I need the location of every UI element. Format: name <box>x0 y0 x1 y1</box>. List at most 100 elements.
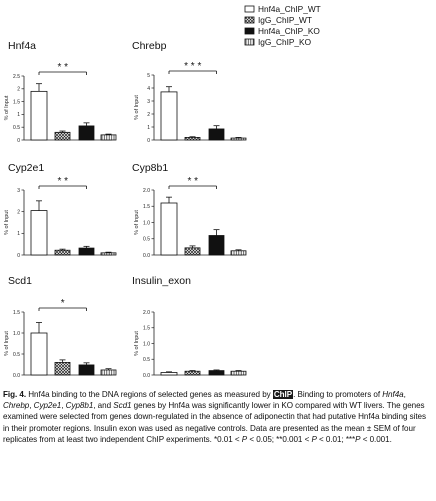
bar-black <box>78 364 95 376</box>
y-tick-label: 1.5 <box>143 326 150 332</box>
y-tick-label: 0 <box>147 138 150 144</box>
caption-text: , and <box>93 401 114 411</box>
caption-gene-name: Cyp8b1 <box>65 401 94 411</box>
caption-text: < 0.05; **0.001 < <box>247 434 312 444</box>
y-axis-label: % of Input <box>134 210 140 235</box>
y-tick-label: 1.0 <box>13 331 20 337</box>
bar-crosshatch <box>54 131 71 141</box>
chart-panel-insulin_exon: Insulin_exon 0.0 0.5 1.0 1.5 2.0 % of Input <box>132 275 247 379</box>
bar-crosshatch <box>54 249 71 256</box>
bar-white <box>30 90 48 141</box>
y-tick-label: 1 <box>147 125 150 131</box>
chart-panel-chrebp: Chrebp 0 1 2 3 4 5 % of Input * * * <box>132 40 247 144</box>
legend-swatch-black <box>244 27 255 35</box>
caption-text: , <box>61 401 66 411</box>
chart-panel-cyp8b1: Cyp8b1 0.0 0.5 1.0 1.5 2.0 % of Input * * <box>132 162 247 259</box>
y-tick-label: 0.5 <box>143 237 150 243</box>
bar-crosshatch <box>184 247 201 256</box>
y-tick-label: 0.0 <box>143 253 150 259</box>
caption-p-symbol: P <box>241 434 248 444</box>
y-tick-label: 0 <box>17 253 20 259</box>
legend: Hnf4a_ChIP_WTIgG_ChIP_WTHnf4a_ChIP_KOIgG… <box>244 4 321 47</box>
significance-marker: * <box>61 298 65 309</box>
legend-swatch-stripes <box>244 38 255 46</box>
bar-white <box>160 91 178 141</box>
y-tick-label: 2 <box>147 112 150 118</box>
y-axis-label: % of Input <box>4 210 10 235</box>
legend-label: Hnf4a_ChIP_KO <box>258 26 320 36</box>
y-tick-label: 0.0 <box>13 373 20 379</box>
y-tick-label: 0.5 <box>143 357 150 363</box>
bar-stripes <box>230 137 247 141</box>
y-tick-label: 1.5 <box>143 204 150 210</box>
y-tick-label: 3 <box>147 99 150 105</box>
significance-marker: * * <box>57 176 68 187</box>
y-tick-label: 2 <box>17 209 20 215</box>
y-tick-label: 0 <box>17 138 20 144</box>
legend-label: Hnf4a_ChIP_WT <box>258 4 321 14</box>
caption-chip-highlight: ChIP <box>272 390 294 399</box>
bar-stripes <box>100 134 117 141</box>
legend-label: IgG_ChIP_WT <box>258 15 312 25</box>
chart-panel-hnf4a: Hnf4a 0 0.5 1 1.5 2 2.5 % of Input * * <box>4 40 117 144</box>
y-tick-label: 2.0 <box>143 310 150 316</box>
bar-black <box>208 128 225 141</box>
caption-p-symbol: P <box>355 434 361 444</box>
chart-panel-cyp2e1: Cyp2e1 0 1 2 3 % of Input * * <box>4 162 117 259</box>
bar-stripes <box>100 252 117 256</box>
y-tick-label: 2.0 <box>143 188 150 194</box>
caption-gene-name: Scd1 <box>113 401 132 411</box>
bar-crosshatch <box>54 361 71 376</box>
y-tick-label: 4 <box>147 86 150 92</box>
caption-p-symbol: P <box>311 434 317 444</box>
bar-black <box>78 125 95 141</box>
bar-stripes <box>230 250 247 256</box>
legend-label: IgG_ChIP_KO <box>258 37 312 47</box>
chip-bar-chart-figure: Hnf4a_ChIP_WTIgG_ChIP_WTHnf4a_ChIP_KOIgG… <box>4 4 321 379</box>
caption-text: , <box>29 401 34 411</box>
y-tick-label: 0.5 <box>13 352 20 358</box>
caption-text: , <box>403 390 406 399</box>
y-tick-label: 1.0 <box>143 220 150 226</box>
y-tick-label: 0.0 <box>143 373 150 379</box>
chart-title: Hnf4a <box>8 40 36 52</box>
bar-stripes <box>100 369 117 376</box>
significance-marker: * * <box>57 62 68 73</box>
y-axis-label: % of Input <box>4 95 10 120</box>
caption-text: genes by Hnf4a was significantly lower i… <box>3 401 426 444</box>
bar-crosshatch <box>184 136 201 141</box>
caption-text: < 0.001. <box>360 434 392 444</box>
y-tick-label: 1 <box>17 231 20 237</box>
caption-figure-label: Fig. 4. <box>3 390 27 399</box>
bar-black <box>208 235 225 256</box>
significance-marker: * * <box>187 176 198 187</box>
bar-crosshatch <box>184 370 201 376</box>
y-axis-label: % of Input <box>4 331 10 356</box>
bar-black <box>208 370 225 376</box>
bar-stripes <box>230 370 247 376</box>
legend-swatch-crosshatch <box>244 16 255 24</box>
chart-title: Cyp2e1 <box>8 162 44 174</box>
bar-white <box>30 210 48 256</box>
y-tick-label: 3 <box>17 188 20 194</box>
figure-caption: Fig. 4. Hnf4a binding to the DNA regions… <box>3 389 431 445</box>
chart-title: Cyp8b1 <box>132 162 168 174</box>
y-tick-label: 5 <box>147 73 150 79</box>
caption-text: . Binding to promoters of <box>293 390 383 399</box>
chart-panels: Hnf4a 0 0.5 1 1.5 2 2.5 % of Input * * Chrebp 0 1 2 3… <box>4 40 247 379</box>
caption-gene-name: Cyp2e1 <box>33 401 62 411</box>
bar-black <box>78 247 95 256</box>
y-tick-label: 1.5 <box>13 99 20 105</box>
caption-text: Hnf4a binding to the DNA regions of sele… <box>26 390 273 399</box>
legend-swatch-white <box>244 5 255 13</box>
y-tick-label: 2 <box>17 87 20 93</box>
y-tick-label: 1.5 <box>13 310 20 316</box>
caption-text: < 0.01; *** <box>316 434 356 444</box>
y-tick-label: 2.5 <box>13 74 20 80</box>
y-tick-label: 1.0 <box>143 341 150 347</box>
chart-panel-scd1: Scd1 0.0 0.5 1.0 1.5 % of Input * <box>4 275 117 379</box>
caption-gene-name: Chrebp <box>3 401 30 411</box>
y-tick-label: 0.5 <box>13 125 20 131</box>
y-axis-label: % of Input <box>134 95 140 120</box>
significance-marker: * * * <box>184 61 201 72</box>
